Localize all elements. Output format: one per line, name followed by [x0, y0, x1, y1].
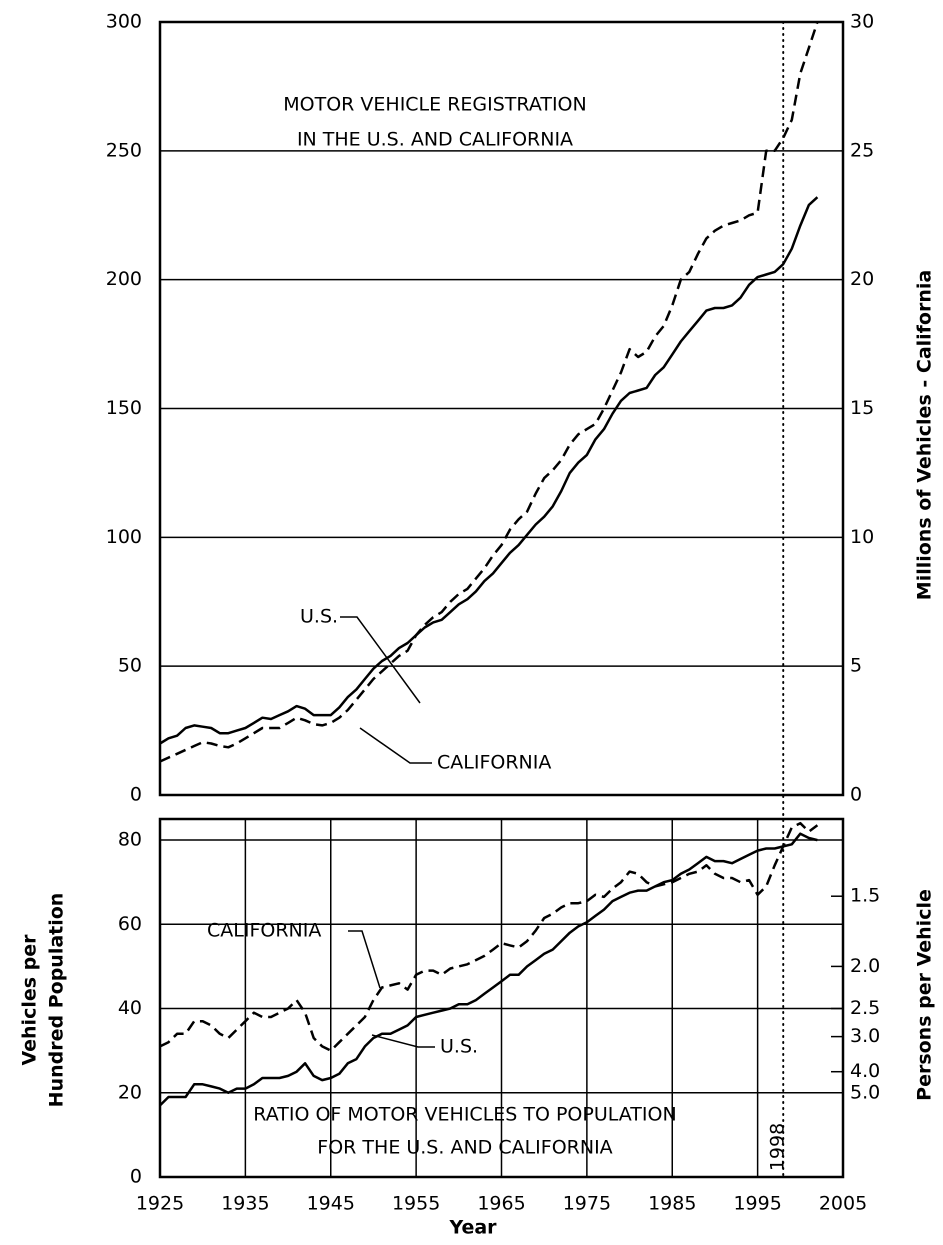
y-axis-label: Hundred Population [46, 893, 68, 1108]
y-tick-label: 250 [106, 139, 142, 161]
y2-tick-label: 2.5 [850, 997, 880, 1019]
y2-axis-label: Persons per Vehicle [914, 889, 936, 1101]
y-tick-label: 0 [130, 784, 142, 806]
x-tick-label: 1975 [563, 1193, 611, 1215]
chart-title: RATIO OF MOTOR VEHICLES TO POPULATION [253, 1104, 676, 1126]
plot-frame [158, 20, 845, 797]
plot-frame [158, 817, 845, 1179]
y2-tick-label: 30 [850, 11, 874, 33]
reference-label: 1998 [767, 1123, 789, 1171]
series-line [159, 832, 818, 1107]
series-line [159, 821, 819, 1052]
x-axis-label: Year [448, 1217, 497, 1239]
y2-tick-label: 20 [850, 268, 874, 290]
y-tick-label: 150 [106, 397, 142, 419]
series-annotation: U.S. [440, 1036, 478, 1058]
y2-tick-label: 1.5 [850, 885, 880, 907]
y2-tick-label: 25 [850, 139, 874, 161]
leader-line [340, 616, 421, 704]
y-tick-label: 300 [106, 11, 142, 33]
y2-tick-label: 0 [850, 784, 862, 806]
x-tick-label: 1925 [136, 1193, 184, 1215]
y-axis-label: Vehicles per [19, 934, 41, 1066]
y-tick-label: 50 [118, 655, 142, 677]
series-annotation: CALIFORNIA [437, 752, 551, 774]
x-tick-label: 1985 [648, 1193, 696, 1215]
chart-title: IN THE U.S. AND CALIFORNIA [297, 129, 573, 151]
chart-title: MOTOR VEHICLE REGISTRATION [283, 94, 586, 116]
y-tick-label: 20 [118, 1081, 142, 1103]
x-tick-label: 1945 [307, 1193, 355, 1215]
y-tick-label: 0 [130, 1166, 142, 1188]
x-tick-label: 2005 [819, 1193, 867, 1215]
series-line [159, 196, 819, 745]
leader-line [348, 930, 381, 989]
y2-tick-label: 5.0 [850, 1081, 880, 1103]
y2-tick-label: 3.0 [850, 1025, 880, 1047]
y2-tick-label: 2.0 [850, 955, 880, 977]
y-tick-label: 200 [106, 268, 142, 290]
y2-tick-label: 5 [850, 655, 862, 677]
x-tick-label: 1995 [733, 1193, 781, 1215]
y-tick-label: 60 [118, 913, 142, 935]
series-annotation: CALIFORNIA [207, 920, 321, 942]
y2-axis-label: Millions of Vehicles - California [914, 270, 936, 600]
series-line [159, 21, 819, 763]
y2-tick-label: 4.0 [850, 1060, 880, 1082]
y-tick-label: 40 [118, 997, 142, 1019]
x-tick-label: 1935 [221, 1193, 269, 1215]
y-tick-label: 100 [106, 526, 142, 548]
x-tick-label: 1965 [477, 1193, 525, 1215]
x-tick-label: 1955 [392, 1193, 440, 1215]
chart-title: FOR THE U.S. AND CALIFORNIA [317, 1137, 612, 1159]
series-annotation: U.S. [300, 606, 338, 628]
y2-tick-label: 10 [850, 526, 874, 548]
leader-line [371, 1034, 435, 1048]
y2-tick-label: 15 [850, 397, 874, 419]
leader-line [359, 727, 432, 764]
y-tick-label: 80 [118, 829, 142, 851]
